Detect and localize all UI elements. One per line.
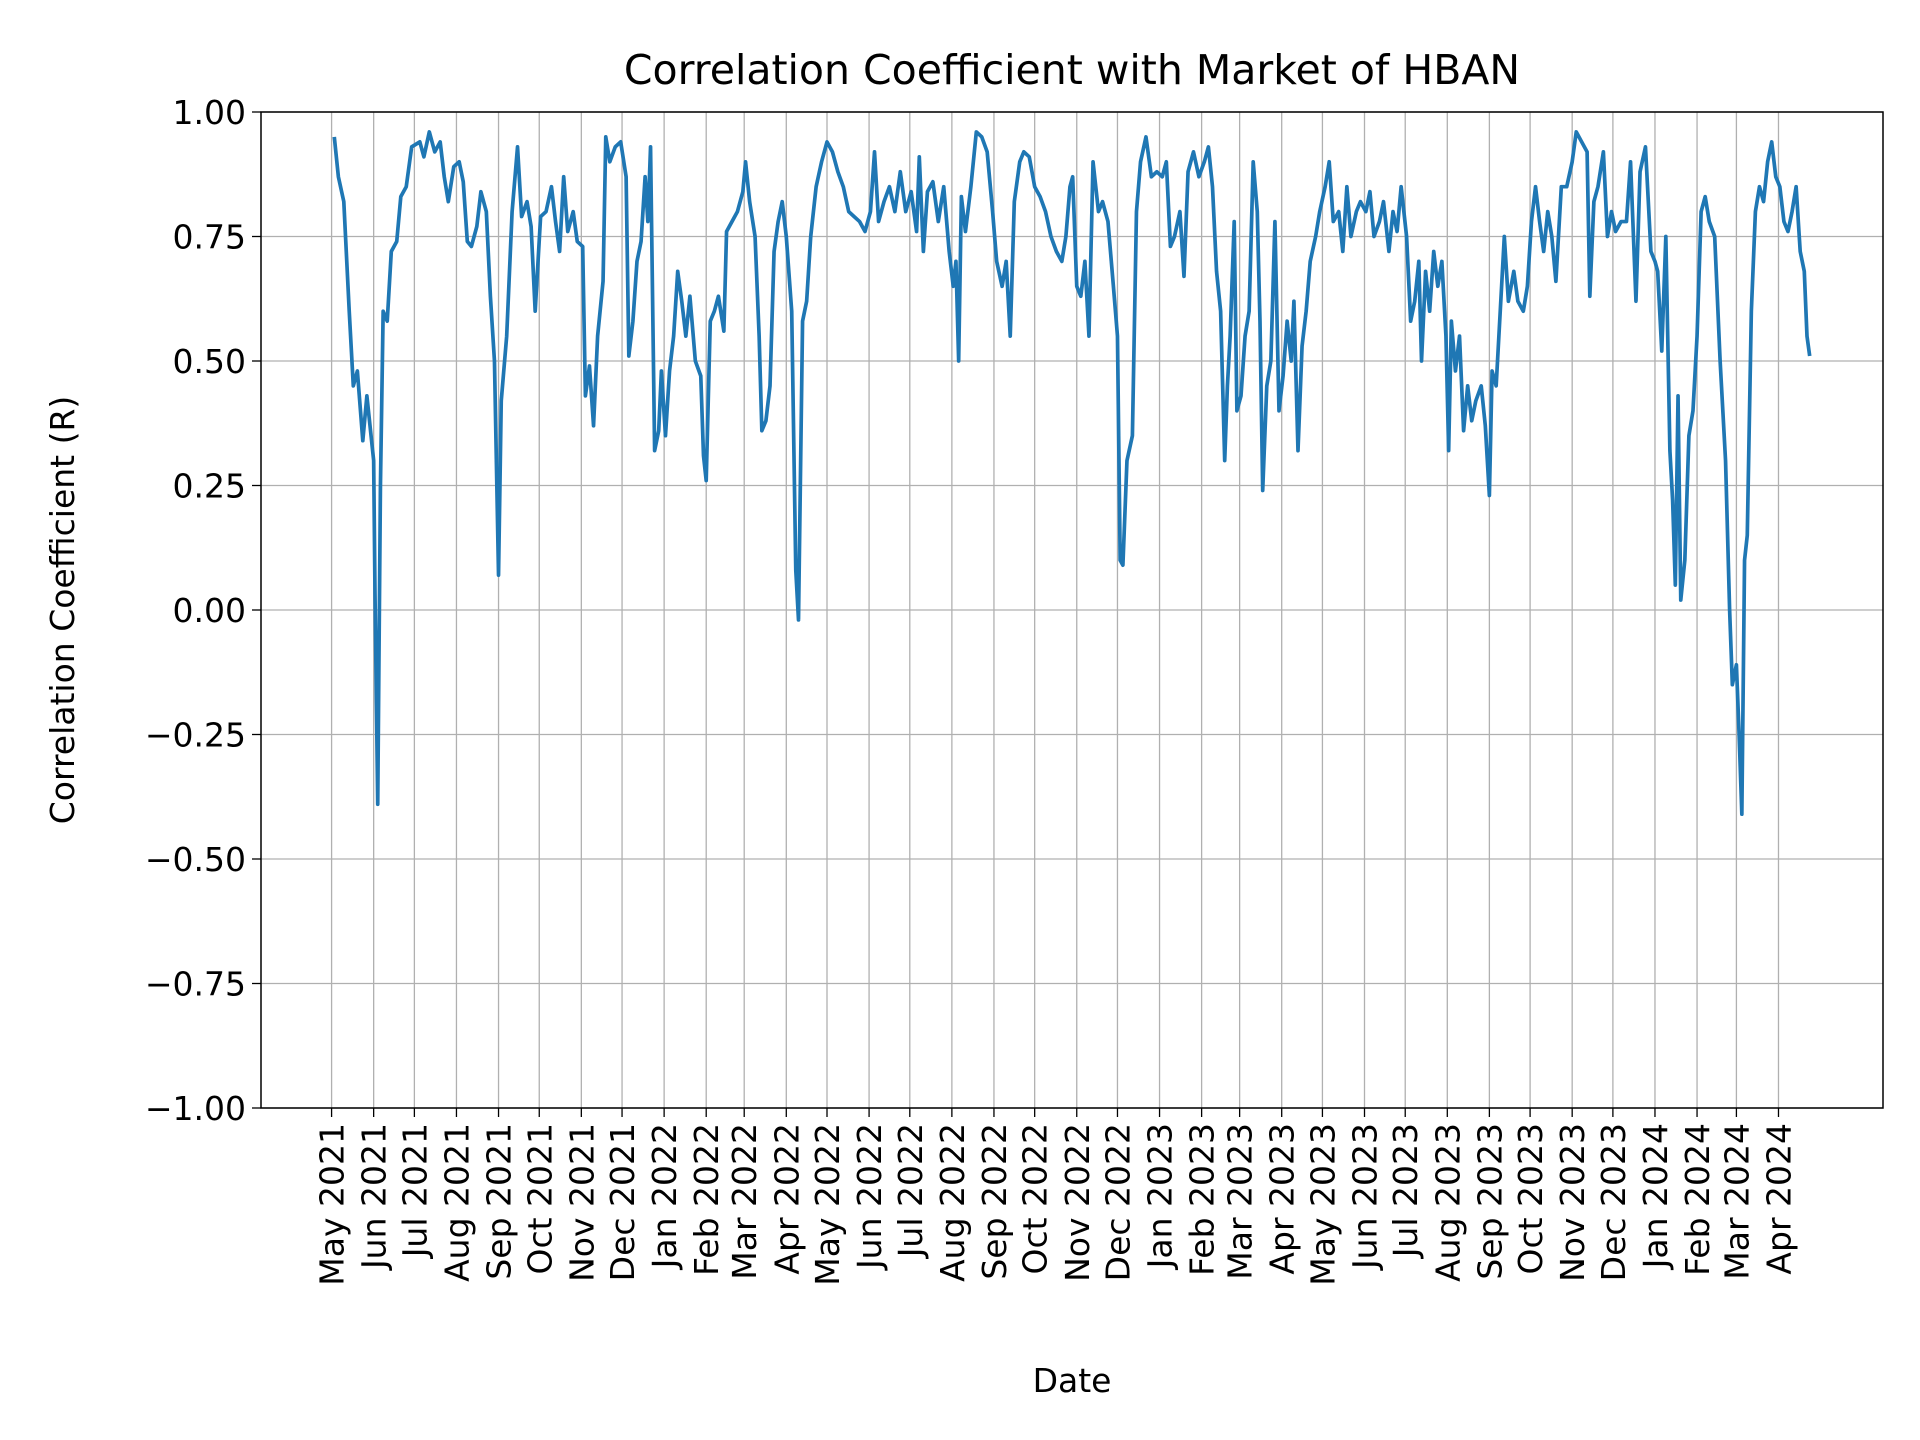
x-tick-label: Oct 2021 [520, 1123, 559, 1275]
data-line [332, 130, 1812, 817]
x-tick-label: May 2022 [808, 1123, 847, 1286]
x-tick-label: Sep 2021 [480, 1123, 519, 1280]
x-tick-label: Apr 2023 [1263, 1123, 1302, 1275]
x-tick-label: Jul 2022 [891, 1123, 930, 1259]
x-tick-label: Jun 2021 [355, 1123, 394, 1271]
y-tick-label: −1.00 [145, 1089, 246, 1128]
x-tick-label: Aug 2023 [1428, 1123, 1467, 1282]
y-tick-label: −0.75 [145, 965, 246, 1004]
x-tick-label: Jul 2021 [395, 1123, 434, 1259]
y-tick-label: 0.75 [173, 218, 246, 257]
x-tick-label: Jun 2023 [1346, 1123, 1385, 1271]
x-tick-label: Mar 2023 [1221, 1123, 1260, 1280]
x-tick-label: Nov 2022 [1058, 1123, 1097, 1282]
x-tick-label: Sep 2023 [1470, 1123, 1509, 1280]
x-tick-label: Feb 2024 [1678, 1123, 1717, 1276]
x-tick-label: Dec 2023 [1594, 1123, 1633, 1281]
x-tick-label: Dec 2022 [1098, 1123, 1137, 1281]
y-tick-label: 0.50 [173, 342, 246, 381]
x-tick-label: Feb 2023 [1183, 1123, 1222, 1276]
x-tick-label: Apr 2022 [767, 1123, 806, 1275]
x-tick-label: Nov 2021 [562, 1123, 601, 1282]
x-axis-label: Date [1033, 1361, 1112, 1400]
x-tick-label: Oct 2023 [1511, 1123, 1550, 1275]
x-tick-label: Dec 2021 [603, 1123, 642, 1281]
y-tick-label: 1.00 [173, 93, 246, 132]
x-tick-label: Jan 2022 [645, 1123, 684, 1270]
x-tick-label: Oct 2022 [1016, 1123, 1055, 1275]
y-tick-label: 0.25 [173, 467, 246, 506]
y-axis-label: Correlation Coefficient (R) [43, 396, 82, 825]
x-tick-label: May 2023 [1303, 1123, 1342, 1286]
x-tick-label: Sep 2022 [975, 1123, 1014, 1280]
x-tick-label: Mar 2024 [1717, 1123, 1756, 1280]
x-tick-label: Jan 2023 [1141, 1123, 1180, 1270]
y-tick-label: 0.00 [173, 591, 246, 630]
x-tick-label: Aug 2022 [933, 1123, 972, 1282]
x-tick-label: Jun 2022 [850, 1123, 889, 1271]
plot-frame [260, 111, 1884, 1109]
x-tick-label: May 2021 [313, 1123, 352, 1286]
y-tick-label: −0.50 [145, 840, 246, 879]
chart-title: Correlation Coefficient with Market of H… [624, 46, 1520, 94]
x-tick-label: Apr 2024 [1759, 1123, 1798, 1275]
x-tick-label: Jul 2023 [1386, 1123, 1425, 1259]
y-tick-label: −0.25 [145, 716, 246, 755]
x-tick-label: Nov 2023 [1553, 1123, 1592, 1282]
x-tick-label: Jan 2024 [1636, 1123, 1675, 1270]
x-tick-label: Feb 2022 [687, 1123, 726, 1276]
x-tick-label: Aug 2021 [437, 1123, 476, 1282]
x-tick-label: Mar 2022 [725, 1123, 764, 1280]
